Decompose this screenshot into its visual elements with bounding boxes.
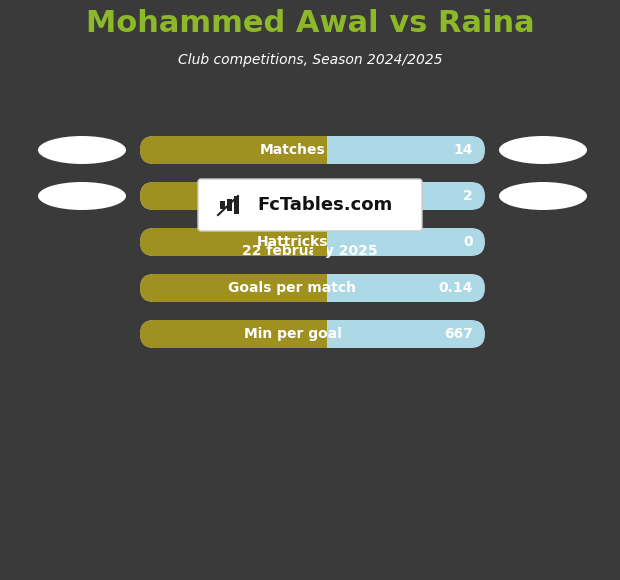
Text: 2: 2 (463, 189, 473, 203)
Bar (312, 182, 327, 210)
Text: Matches: Matches (260, 143, 326, 157)
Bar (234, 196, 239, 214)
Text: 0.14: 0.14 (438, 281, 473, 295)
FancyBboxPatch shape (140, 274, 327, 302)
Bar (312, 320, 327, 348)
FancyBboxPatch shape (140, 228, 327, 256)
Text: 22 february 2025: 22 february 2025 (242, 244, 378, 258)
Bar (312, 228, 327, 256)
FancyBboxPatch shape (140, 136, 327, 164)
Bar (312, 136, 327, 164)
Text: Club competitions, Season 2024/2025: Club competitions, Season 2024/2025 (178, 53, 442, 67)
Text: Goals per match: Goals per match (229, 281, 356, 295)
FancyBboxPatch shape (140, 182, 327, 210)
FancyBboxPatch shape (140, 320, 485, 348)
Text: Goals: Goals (271, 189, 314, 203)
Ellipse shape (499, 182, 587, 210)
Text: Min per goal: Min per goal (244, 327, 342, 341)
FancyBboxPatch shape (140, 136, 485, 164)
Bar (220, 201, 225, 209)
FancyBboxPatch shape (140, 228, 485, 256)
FancyBboxPatch shape (140, 320, 327, 348)
Text: Hattricks: Hattricks (257, 235, 328, 249)
Bar (312, 274, 327, 302)
Ellipse shape (38, 182, 126, 210)
Text: 0: 0 (463, 235, 473, 249)
FancyBboxPatch shape (140, 274, 485, 302)
Ellipse shape (499, 136, 587, 164)
Text: FcTables.com: FcTables.com (257, 196, 392, 214)
FancyBboxPatch shape (198, 179, 422, 231)
Bar (227, 199, 232, 211)
FancyBboxPatch shape (140, 182, 485, 210)
Text: 14: 14 (453, 143, 473, 157)
Ellipse shape (38, 136, 126, 164)
Text: Mohammed Awal vs Raina: Mohammed Awal vs Raina (86, 9, 534, 38)
Text: 667: 667 (444, 327, 473, 341)
